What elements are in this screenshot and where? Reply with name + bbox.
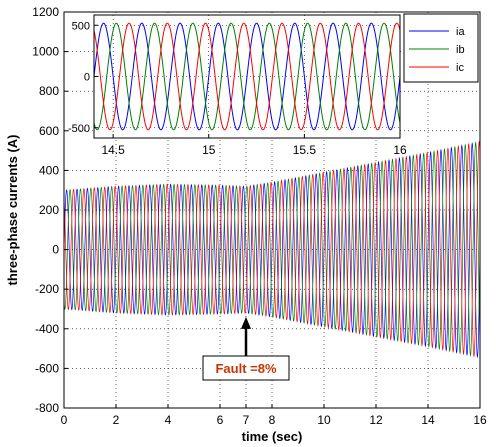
y-tick-label: -400 xyxy=(35,322,59,336)
x-tick-label: 6 xyxy=(217,413,224,427)
series-line-ia xyxy=(63,142,481,359)
legend-box xyxy=(403,13,479,83)
x-tick-label: 14 xyxy=(421,413,435,427)
inset-series-line-ib xyxy=(93,22,401,131)
inset-x-tick-label: 15 xyxy=(202,143,216,157)
y-tick-label: -600 xyxy=(35,361,59,375)
y-tick-label: 1200 xyxy=(32,5,59,19)
x-tick-label: 10 xyxy=(317,413,331,427)
y-tick-label: -800 xyxy=(35,401,59,415)
legend-label-ib: ib xyxy=(456,44,465,56)
y-axis-label: three-phase currents (A) xyxy=(5,135,20,286)
inset-y-tick-label: 500 xyxy=(72,20,90,32)
x-ticks: 0 2 4 6 7 8 10 12 14 16 xyxy=(61,404,487,427)
legend: ia ib ic xyxy=(403,13,479,83)
x-tick-label: 4 xyxy=(165,413,172,427)
inset-x-ticks: 14.5 15 15.5 16 xyxy=(101,134,407,157)
fault-annotation: Fault =8% xyxy=(202,316,290,381)
inset-x-tick-label: 15.5 xyxy=(293,143,317,157)
x-tick-label: 2 xyxy=(113,413,120,427)
annotation-box xyxy=(202,355,290,381)
y-tick-label: 400 xyxy=(39,163,59,177)
main-series xyxy=(63,140,481,359)
inset-series-line-ic xyxy=(93,22,401,131)
series-line-ib xyxy=(63,141,481,357)
inset-series-line-ia xyxy=(93,22,401,131)
y-tick-label: 600 xyxy=(39,124,59,138)
x-tick-label: 16 xyxy=(473,413,487,427)
inset-y-tick-label: -500 xyxy=(68,123,90,135)
y-ticks: -800 -600 -400 -200 0 200 400 600 800 1000 1200 xyxy=(32,5,68,415)
x-tick-label: 8 xyxy=(269,413,276,427)
x-tick-label: 0 xyxy=(61,413,68,427)
y-tick-label: 1000 xyxy=(32,45,59,59)
inset-y-ticks: -500 0 500 xyxy=(68,20,98,135)
inset-chart: 14.5 15 15.5 16 -500 0 500 xyxy=(68,14,407,157)
y-tick-label: 200 xyxy=(39,203,59,217)
x-tick-label: 12 xyxy=(369,413,383,427)
inset-x-tick-label: 14.5 xyxy=(101,143,125,157)
legend-label-ia: ia xyxy=(456,26,465,38)
x-tick-label: 7 xyxy=(243,413,250,427)
series-line-ic xyxy=(63,140,481,358)
y-tick-label: 0 xyxy=(52,243,59,257)
annotation-text: Fault =8% xyxy=(215,361,276,376)
inset-x-tick-label: 16 xyxy=(393,143,407,157)
y-tick-label: 800 xyxy=(39,84,59,98)
inset-series xyxy=(93,22,401,131)
inset-y-tick-label: 0 xyxy=(84,72,90,84)
y-tick-label: -200 xyxy=(35,282,59,296)
annotation-arrow-head xyxy=(241,316,251,329)
x-axis-label: time (sec) xyxy=(242,429,303,444)
legend-label-ic: ic xyxy=(456,62,464,74)
